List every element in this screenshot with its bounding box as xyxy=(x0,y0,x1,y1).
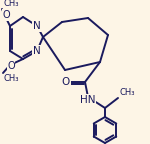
Text: CH₃: CH₃ xyxy=(120,88,135,97)
Text: O: O xyxy=(7,61,15,71)
Text: HN: HN xyxy=(80,95,96,105)
Text: N: N xyxy=(33,46,41,56)
Text: N: N xyxy=(33,21,41,31)
Text: O: O xyxy=(2,10,10,20)
Text: O: O xyxy=(62,77,70,87)
Text: CH₃: CH₃ xyxy=(3,0,18,8)
Text: CH₃: CH₃ xyxy=(4,74,20,83)
